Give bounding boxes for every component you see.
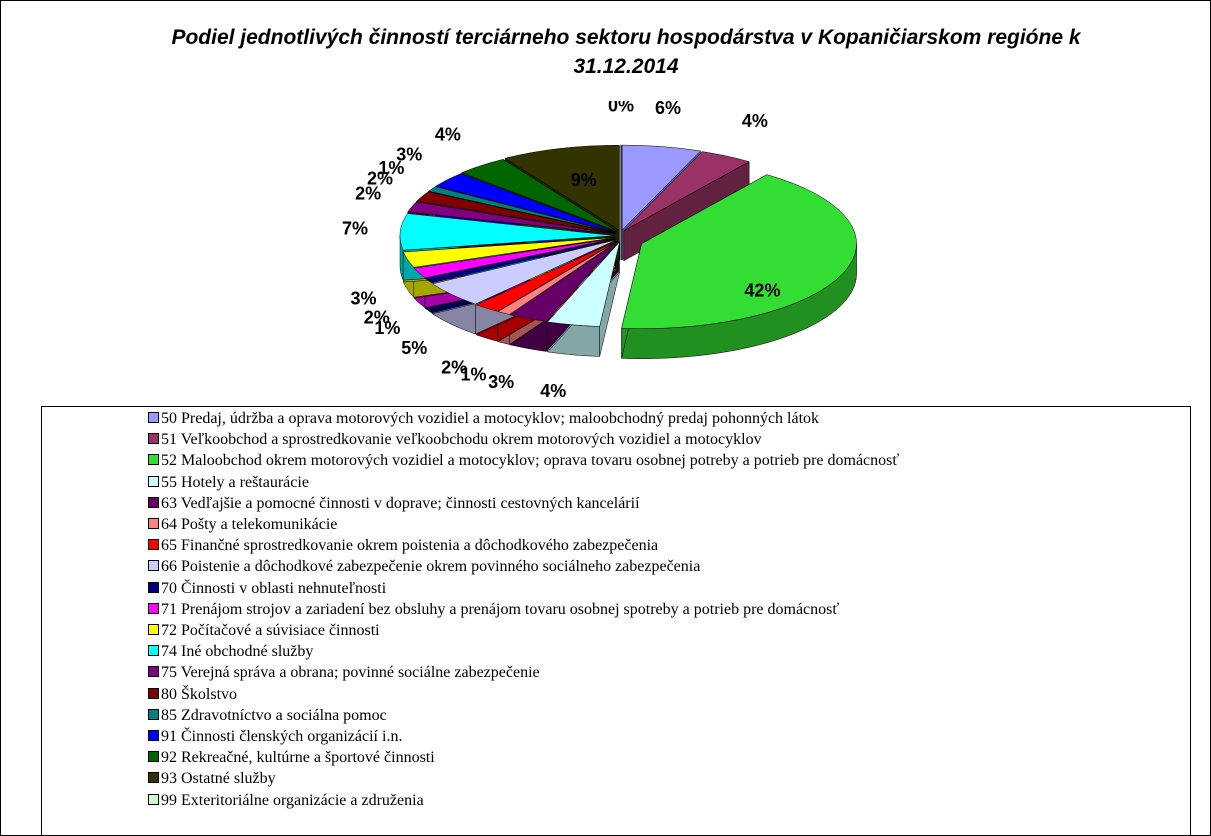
legend-swatch [148,793,159,805]
legend-swatch [148,412,159,423]
legend-item: 51 Veľkoobchod a sprostredkovanie veľkoo… [148,429,762,450]
legend-label: 92 Rekreačné, kultúrne a športové činnos… [161,749,435,767]
data-label: 2% [355,183,381,203]
legend-swatch [148,645,159,657]
data-label: 2% [441,357,467,377]
legend-swatch [148,433,159,445]
data-label: 1% [460,364,486,384]
legend: 50 Predaj, údržba a oprava motorových vo… [41,406,1191,835]
legend-swatch [148,518,159,529]
legend-swatch [148,496,159,508]
slice [407,201,616,235]
slice [435,173,617,233]
legend-item: 70 Činnosti v oblasti nehnuteľnosti [148,578,386,599]
legend-label: 72 Počítačové a súvisiace činnosti [161,622,380,639]
legend-label: 71 Prenájom strojov a zariadení bez obsl… [161,600,840,618]
legend-label: 63 Vedľajšie a pomocné činnosti v doprav… [161,494,640,512]
data-label: 0% [608,101,634,116]
legend-item: 65 Finančné sprostredkovanie okrem poist… [148,535,658,556]
legend-item: 85 Zdravotníctvo a sociálna pomoc [148,705,387,726]
legend-item: 50 Predaj, údržba a oprava motorových vo… [148,408,819,429]
legend-label: 75 Verejná správa a obrana; povinné soci… [161,664,540,682]
slice [504,144,620,231]
legend-swatch [148,581,159,593]
legend-label: 70 Činnosti v oblasti nehnuteľnosti [161,579,387,597]
legend-item: 99 Exteritoriálne organizácie a združeni… [148,790,424,811]
slice [424,238,616,284]
slice [621,144,702,231]
data-label: 7% [342,219,368,239]
data-label: 3% [396,145,422,165]
legend-swatch [148,751,159,763]
legend-label: 52 Maloobchod okrem motorových vozidiel … [161,452,900,470]
legend-label: 93 Ostatné služby [161,770,276,788]
legend-item: 93 Ostatné služby [148,768,276,789]
legend-label: 99 Exteritoriálne organizácie a združeni… [161,791,424,809]
legend-label: 50 Predaj, údržba a oprava motorových vo… [161,410,820,427]
legend-swatch [148,624,159,635]
legend-swatch [148,454,159,466]
data-label: 1% [374,318,400,338]
legend-item: 92 Rekreačné, kultúrne a športové činnos… [148,747,435,768]
legend-label: 74 Iné obchodné služby [161,643,314,661]
slice [402,237,616,268]
legend-swatch [148,687,159,699]
data-label: 1% [378,158,404,178]
legend-swatch [148,708,159,720]
slice [416,191,616,234]
data-label: 4% [742,111,768,131]
legend-item: 72 Počítačové a súvisiace činnosti [148,620,380,641]
chart-title: Podiel jednotlivých činností terciárneho… [171,26,1081,78]
legend-swatch [148,602,159,614]
legend-item: 52 Maloobchod okrem motorových vozidiel … [148,450,899,471]
legend-item: 75 Verejná správa a obrana; povinné soci… [148,662,540,683]
legend-label: 51 Veľkoobchod a sprostredkovanie veľkoo… [161,431,762,449]
legend-item: 63 Vedľajšie a pomocné činnosti v doprav… [148,493,640,514]
slice [431,239,617,305]
data-label: 6% [655,101,681,118]
slice [413,238,616,279]
legend-label: 85 Zdravotníctvo a sociálna pomoc [161,706,387,724]
legend-item: 55 Hotely a reštaurácie [148,472,309,493]
legend-item: 80 Školstvo [148,684,237,705]
data-label: 9% [571,170,597,190]
legend-label: 91 Činnosti členských organizácií i.n. [161,728,403,745]
legend-swatch [148,772,159,784]
slice [547,241,620,327]
data-label: 5% [401,338,427,358]
slice [460,159,618,232]
legend-label: 64 Pošty a telekomunikácie [161,516,338,533]
data-label: 2% [367,168,393,188]
legend-item: 66 Poistenie a dôchodkové zabezpečenie o… [148,556,700,577]
slice [497,240,618,315]
legend-item: 91 Činnosti členských organizácií i.n. [148,726,402,747]
data-label: 2% [364,307,390,327]
legend-label: 65 Finančné sprostredkovanie okrem poist… [161,537,659,555]
legend-label: 55 Hotely a reštaurácie [161,473,309,491]
slice [621,174,857,329]
slice [427,186,616,234]
slice [399,213,616,251]
legend-swatch [148,560,159,572]
data-label: 3% [351,289,377,309]
data-label: 4% [435,125,461,145]
slice [623,151,750,231]
data-label: 3% [488,372,514,392]
slice [475,240,618,312]
legend-item: 64 Pošty a telekomunikácie [148,514,337,535]
data-label: 4% [540,381,566,401]
legend-swatch [148,730,159,741]
pie-chart: 6%4%42%4%3%1%2%5%1%2%3%7%2%2%1%3%4%9%0% [342,101,857,401]
legend-label: 66 Poistenie a dôchodkové zabezpečenie o… [161,558,701,576]
legend-swatch [148,666,159,678]
slice [509,241,619,322]
legend-item: 71 Prenájom strojov a zariadení bez obsl… [148,599,839,620]
data-label: 42% [744,280,780,300]
legend-label: 80 Školstvo [161,685,238,703]
legend-swatch [148,539,159,551]
legend-item: 74 Iné obchodné služby [148,641,313,662]
legend-swatch [148,475,159,487]
